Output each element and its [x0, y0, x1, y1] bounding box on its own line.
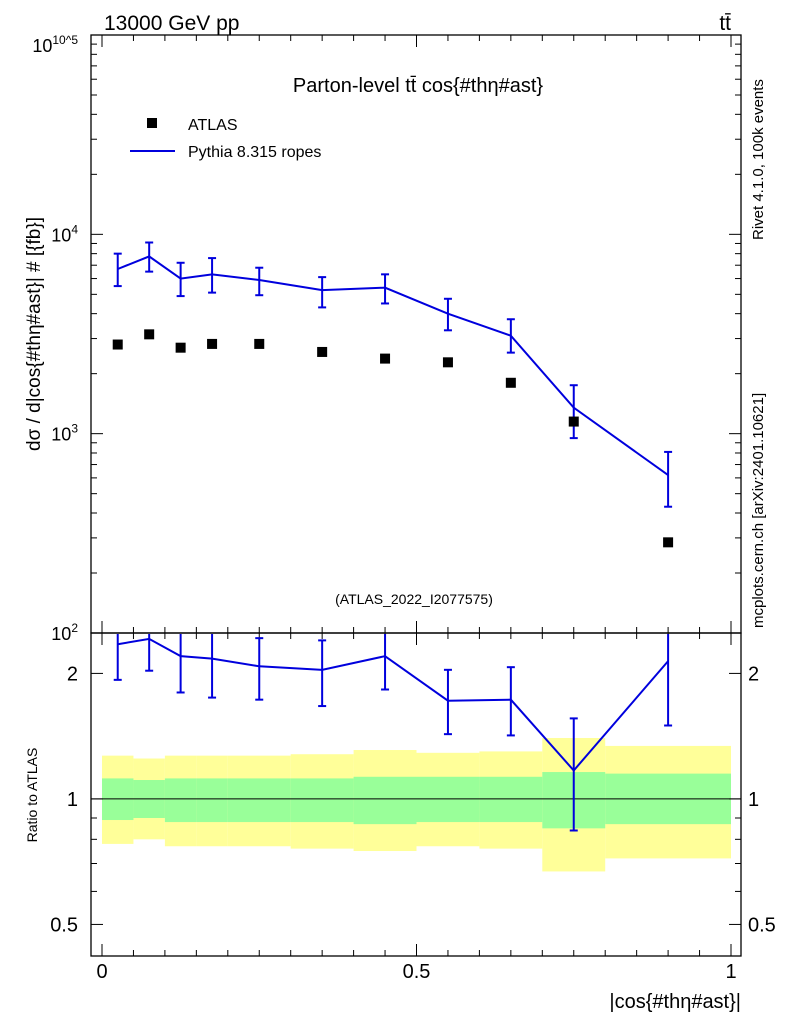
atlas-data-point	[144, 329, 155, 340]
main-y-axis-label: dσ / d|cos{#thη#ast}| # [{fb}]	[24, 217, 45, 451]
x-tick-label: 0	[96, 961, 107, 983]
y-tick-exponent: 3	[71, 422, 78, 436]
ratio-series-layer	[113, 634, 673, 832]
y-tick-label-1e4: 104	[51, 222, 78, 245]
ratio-band-inner	[227, 778, 291, 823]
x-tick-label: 1	[725, 961, 736, 983]
ratio-band-inner	[416, 776, 480, 823]
main-panel: Parton-level tt̄ cos{#thη#ast} (ATLAS_20…	[24, 33, 742, 644]
pythia-line	[117, 255, 669, 476]
atlas-data-point	[505, 377, 516, 388]
y-tick-exponent: 2	[71, 621, 78, 635]
atlas-data-point	[254, 338, 265, 349]
atlas-data-point	[663, 537, 674, 548]
atlas-data-point	[207, 338, 218, 349]
legend-label-atlas: ATLAS	[188, 117, 238, 134]
y-tick-label-1e3: 103	[51, 422, 78, 445]
ratio-axis-ticks: 0.5 0.5 1 1 2 2 0 0.5 1	[50, 633, 776, 983]
ratio-frame	[90, 632, 742, 957]
y-tick-exponent: 10^5	[52, 33, 78, 47]
main-title: Parton-level tt̄ cos{#thη#ast}	[293, 75, 543, 97]
x-tick-label: 0.5	[403, 961, 431, 983]
main-y-tick-labels: 1010^5 102 103 104	[32, 33, 78, 644]
y-tick-exponent: 4	[71, 222, 78, 236]
ratio-y-tick-label-right: 1	[748, 789, 759, 811]
ratio-y-tick-label-left: 0.5	[50, 914, 78, 936]
process-label: tt̄	[719, 12, 731, 35]
main-series-layer	[112, 241, 674, 548]
ratio-band-inner	[290, 778, 354, 823]
analysis-watermark: (ATLAS_2022_I2077575)	[335, 591, 493, 607]
x-axis-label: |cos{#thη#ast}|	[609, 991, 741, 1013]
ratio-band-inner	[164, 778, 197, 823]
atlas-data-point	[380, 353, 391, 364]
ratio-y-axis-label: Ratio to ATLAS	[24, 748, 40, 843]
ratio-band-inner	[353, 776, 417, 825]
source-label: mcplots.cern.ch [arXiv:2401.10621]	[750, 393, 767, 628]
ratio-y-tick-label-right: 2	[748, 663, 759, 685]
energy-label: 13000 GeV pp	[104, 12, 239, 35]
y-tick-label-1e5: 1010^5	[32, 33, 78, 56]
atlas-data-point	[175, 342, 186, 353]
y-tick-label-1e2: 102	[51, 621, 78, 644]
legend-label-pythia: Pythia 8.315 ropes	[188, 144, 321, 161]
rivet-version-label: Rivet 4.1.0, 100k events	[750, 79, 767, 240]
ratio-bands	[102, 737, 731, 872]
atlas-data-point	[442, 357, 453, 368]
ratio-panel: 0.5 0.5 1 1 2 2 0 0.5 1 Ratio to ATLAS |cos{#thη…	[24, 632, 776, 1013]
legend-marker-atlas	[147, 118, 157, 128]
ratio-y-tick-label-right: 0.5	[748, 914, 776, 936]
ratio-y-tick-label-left: 1	[67, 789, 78, 811]
legend: ATLAS Pythia 8.315 ropes	[130, 117, 321, 161]
atlas-data-point	[112, 339, 123, 350]
ratio-band-inner	[196, 778, 228, 823]
ratio-y-tick-label-left: 2	[67, 663, 78, 685]
atlas-data-point	[568, 416, 579, 427]
ratio-band-inner	[479, 776, 543, 823]
atlas-data-point	[317, 346, 328, 357]
